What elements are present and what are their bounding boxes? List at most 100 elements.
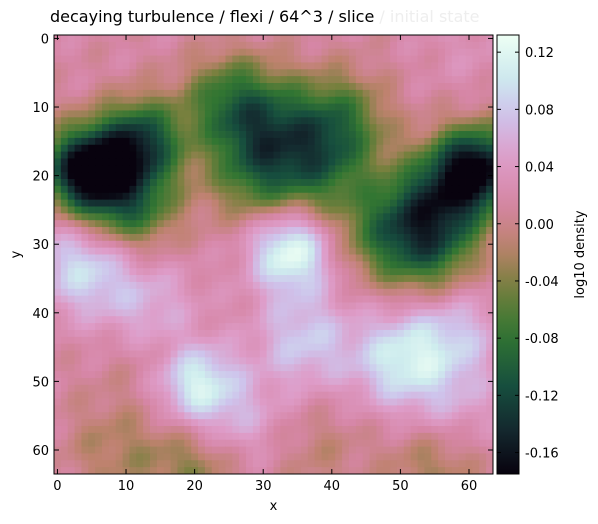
heatmap-cell <box>342 275 350 283</box>
heatmap-cell <box>321 343 329 351</box>
heatmap-cell <box>321 377 329 386</box>
heatmap-cell <box>300 295 309 303</box>
heatmap-cell <box>266 336 274 345</box>
heatmap-cell <box>211 364 220 372</box>
heatmap-cell <box>273 412 281 420</box>
heatmap-cell <box>376 412 384 420</box>
heatmap-cell <box>102 227 110 235</box>
heatmap-cell <box>451 377 460 386</box>
heatmap-cell <box>335 371 343 379</box>
heatmap-cell <box>342 110 350 118</box>
heatmap-cell <box>451 425 460 434</box>
heatmap-cell <box>431 419 439 427</box>
heatmap-cell <box>342 460 350 468</box>
heatmap-cell <box>403 192 412 201</box>
heatmap-cell <box>163 329 172 338</box>
heatmap-cell <box>204 247 213 255</box>
heatmap-cell <box>287 117 295 125</box>
heatmap-cell <box>300 76 309 84</box>
heatmap-cell <box>328 432 336 441</box>
heatmap-cell <box>280 89 288 98</box>
heatmap-cell <box>287 295 295 303</box>
heatmap-cell <box>307 364 316 372</box>
heatmap-cell <box>232 357 240 365</box>
heatmap-cell <box>294 185 302 194</box>
heatmap-cell <box>67 405 75 413</box>
heatmap-cell <box>150 295 158 303</box>
heatmap-cell <box>108 364 117 372</box>
heatmap-cell <box>88 41 96 50</box>
heatmap-cell <box>191 48 199 56</box>
heatmap-cell <box>396 192 405 201</box>
heatmap-cell <box>191 446 199 454</box>
heatmap-cell <box>294 323 302 331</box>
heatmap-cell <box>424 83 432 91</box>
heatmap-cell <box>232 172 240 180</box>
heatmap-cell <box>438 48 446 56</box>
heatmap-cell <box>396 124 405 132</box>
heatmap-cell <box>300 268 309 276</box>
heatmap-cell <box>54 131 62 139</box>
heatmap-cell <box>451 391 460 399</box>
heatmap-cell <box>122 453 130 461</box>
heatmap-cell <box>328 336 336 345</box>
heatmap-cell <box>122 343 130 351</box>
heatmap-cell <box>328 281 336 290</box>
heatmap-cell <box>369 185 377 194</box>
heatmap-cell <box>74 275 82 283</box>
heatmap-cell <box>424 288 432 297</box>
heatmap-cell <box>191 179 199 187</box>
heatmap-cell <box>225 131 233 139</box>
heatmap-cell <box>225 357 233 365</box>
heatmap-cell <box>451 419 460 427</box>
heatmap-cell <box>424 343 432 351</box>
heatmap-cell <box>294 151 302 159</box>
heatmap-cell <box>102 247 110 255</box>
heatmap-cell <box>266 96 274 104</box>
heatmap-cell <box>486 131 494 139</box>
heatmap-cell <box>204 240 213 249</box>
heatmap-cell <box>129 329 137 338</box>
heatmap-cell <box>479 350 487 358</box>
heatmap-cell <box>355 83 364 91</box>
heatmap-cell <box>348 364 357 372</box>
heatmap-cell <box>444 405 453 413</box>
heatmap-cell <box>95 227 103 235</box>
heatmap-cell <box>204 336 213 345</box>
heatmap-cell <box>383 391 391 399</box>
heatmap-cell <box>88 227 96 235</box>
heatmap-cell <box>191 124 199 132</box>
heatmap-cell <box>403 110 412 118</box>
heatmap-cell <box>396 89 405 98</box>
heatmap-cell <box>328 371 336 379</box>
heatmap-cell <box>122 103 130 111</box>
heatmap-cell <box>95 405 103 413</box>
heatmap-cell <box>300 343 309 351</box>
heatmap-cell <box>266 295 274 303</box>
heatmap-cell <box>280 439 288 447</box>
heatmap-cell <box>170 412 178 420</box>
heatmap-cell <box>266 323 274 331</box>
heatmap-cell <box>362 288 370 297</box>
heatmap-cell <box>335 69 343 77</box>
heatmap-cell <box>184 391 192 399</box>
heatmap-cell <box>390 357 398 365</box>
heatmap-cell <box>177 254 185 262</box>
heatmap-cell <box>294 288 302 297</box>
heatmap-cell <box>328 199 336 207</box>
heatmap-cell <box>444 117 453 125</box>
heatmap-cell <box>81 83 89 91</box>
heatmap-cell <box>390 192 398 201</box>
heatmap-cell <box>129 158 137 166</box>
heatmap-cell <box>486 158 494 166</box>
heatmap-cell <box>102 295 110 303</box>
heatmap-cell <box>376 364 384 372</box>
heatmap-cell <box>342 220 350 228</box>
heatmap-cell <box>163 172 172 180</box>
heatmap-cell <box>410 432 418 441</box>
heatmap-cell <box>424 323 432 331</box>
heatmap-cell <box>136 384 144 393</box>
heatmap-cell <box>184 316 192 324</box>
heatmap-cell <box>67 364 75 372</box>
